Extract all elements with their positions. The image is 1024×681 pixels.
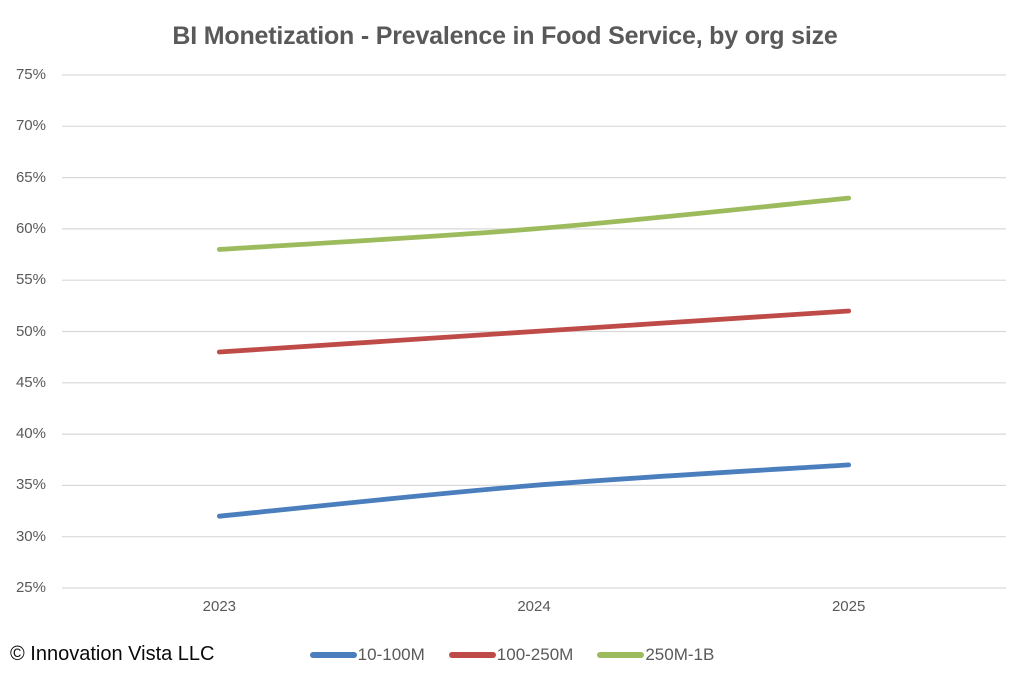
legend-label: 100-250M: [496, 645, 574, 664]
y-tick-label: 75%: [15, 66, 46, 83]
legend-label: 10-100M: [357, 645, 425, 664]
legend-line-icon: [448, 652, 496, 658]
y-tick-label: 45%: [15, 373, 46, 391]
chart-title: BI Monetization - Prevalence in Food Ser…: [172, 22, 838, 50]
series-line-100-250M: [216, 308, 852, 355]
y-tick-label: 40%: [15, 425, 46, 443]
y-tick-label: 70%: [15, 117, 46, 135]
legend-item-250m-1b: 250M-1B: [597, 645, 714, 665]
legend: 10-100M 100-250M 250M-1B: [0, 645, 1024, 665]
y-tick-label: 50%: [15, 322, 46, 340]
legend-line-icon: [309, 652, 357, 658]
y-tick-label: 30%: [15, 527, 46, 545]
y-tick-label: 35%: [15, 476, 46, 494]
x-tick-label: 2025: [831, 598, 866, 615]
copyright-text: © Innovation Vista LLC: [10, 643, 215, 665]
x-tick-label: 2023: [202, 598, 237, 615]
legend-item-10-100m: 10-100M: [309, 645, 425, 665]
y-tick-label: 65%: [15, 168, 46, 186]
series-line-250M-1B: [216, 195, 852, 252]
legend-line-icon: [597, 652, 645, 658]
legend-label: 250M-1B: [645, 645, 715, 664]
legend-item-100-250m: 100-250M: [448, 645, 574, 665]
series-line-10-100M: [216, 462, 852, 519]
y-tick-label: 55%: [15, 271, 46, 289]
y-tick-label: 60%: [15, 219, 46, 237]
y-tick-label: 25%: [15, 579, 46, 596]
x-tick-label: 2024: [517, 598, 551, 615]
